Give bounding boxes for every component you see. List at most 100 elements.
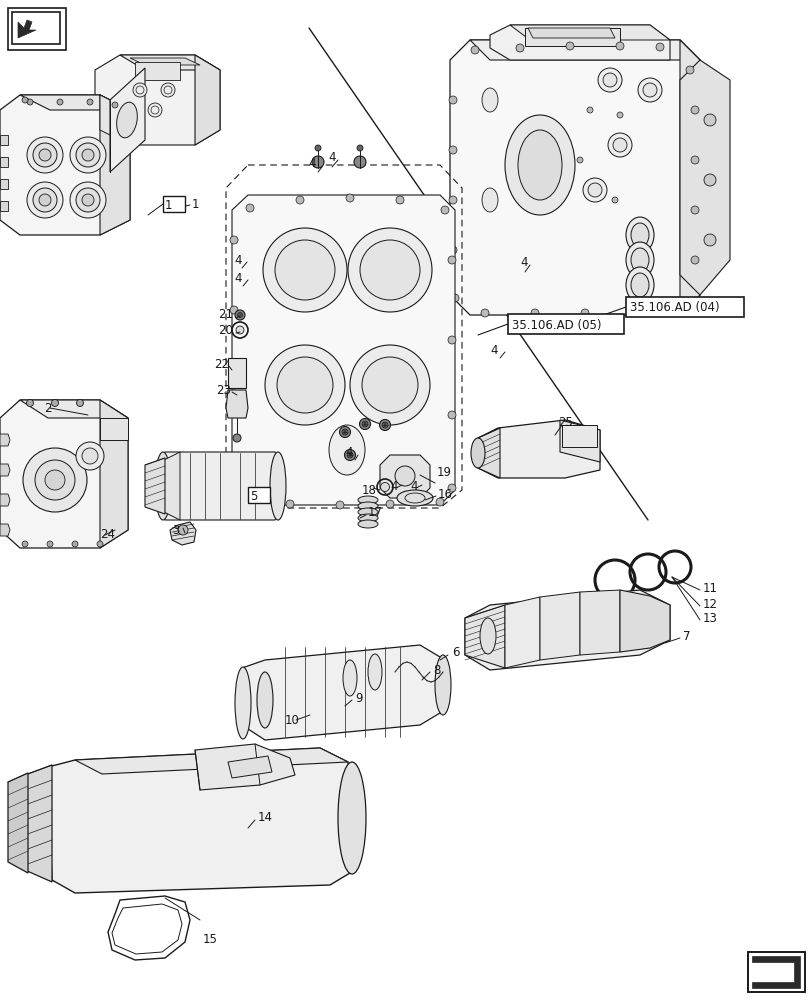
Circle shape (642, 83, 656, 97)
Ellipse shape (270, 452, 285, 520)
Bar (247, 487, 270, 503)
Circle shape (612, 138, 626, 152)
Circle shape (690, 206, 698, 214)
Text: 4: 4 (234, 271, 241, 284)
Circle shape (336, 501, 344, 509)
Ellipse shape (470, 438, 484, 468)
Circle shape (354, 156, 366, 168)
Polygon shape (478, 428, 500, 478)
Circle shape (345, 194, 354, 202)
Circle shape (379, 420, 390, 430)
Circle shape (380, 483, 389, 491)
Ellipse shape (337, 762, 366, 874)
Polygon shape (560, 420, 599, 462)
Circle shape (586, 107, 592, 113)
Circle shape (296, 196, 303, 204)
Polygon shape (465, 605, 504, 668)
Polygon shape (100, 400, 128, 548)
Text: 5: 5 (250, 489, 257, 502)
Ellipse shape (358, 502, 378, 510)
Polygon shape (75, 748, 348, 774)
Polygon shape (242, 645, 444, 740)
Circle shape (39, 149, 51, 161)
Text: 10: 10 (285, 713, 299, 726)
Circle shape (339, 426, 350, 438)
Polygon shape (195, 55, 220, 145)
Ellipse shape (234, 667, 251, 739)
Circle shape (23, 448, 87, 512)
Circle shape (33, 143, 57, 167)
Circle shape (22, 541, 28, 547)
Polygon shape (130, 58, 200, 65)
Ellipse shape (630, 273, 648, 297)
Circle shape (630, 308, 638, 316)
Text: 4: 4 (410, 481, 417, 493)
Circle shape (341, 429, 348, 435)
Text: 4: 4 (519, 255, 527, 268)
Bar (135, 62, 180, 80)
Circle shape (448, 484, 456, 492)
Polygon shape (465, 590, 669, 670)
Circle shape (47, 541, 53, 547)
Bar (747, 952, 804, 992)
Ellipse shape (482, 188, 497, 212)
Circle shape (234, 310, 245, 320)
Circle shape (133, 83, 147, 97)
Ellipse shape (479, 618, 496, 654)
Circle shape (51, 399, 58, 406)
Polygon shape (751, 956, 799, 988)
Text: 16: 16 (437, 488, 453, 500)
Polygon shape (100, 95, 130, 235)
Text: 19: 19 (436, 466, 452, 479)
Circle shape (381, 422, 388, 428)
Circle shape (597, 68, 621, 92)
Polygon shape (25, 765, 52, 882)
Polygon shape (109, 68, 145, 172)
Circle shape (436, 498, 444, 506)
Text: 8: 8 (432, 664, 440, 676)
Text: 35.106.AD (04): 35.106.AD (04) (629, 302, 719, 314)
Circle shape (359, 418, 370, 430)
Circle shape (346, 452, 353, 458)
Text: 4: 4 (389, 480, 397, 492)
Text: 2: 2 (44, 401, 51, 414)
Circle shape (35, 460, 75, 500)
Circle shape (82, 448, 98, 464)
Polygon shape (225, 390, 247, 418)
Polygon shape (160, 452, 180, 520)
Polygon shape (0, 464, 10, 476)
Circle shape (87, 99, 93, 105)
Ellipse shape (630, 248, 648, 272)
Bar (228, 358, 246, 388)
Circle shape (82, 194, 94, 206)
Polygon shape (489, 25, 669, 60)
Polygon shape (0, 157, 8, 167)
Circle shape (357, 145, 363, 151)
Polygon shape (0, 434, 10, 446)
Circle shape (448, 256, 456, 264)
Circle shape (515, 44, 523, 52)
Polygon shape (12, 12, 60, 44)
Ellipse shape (342, 660, 357, 696)
Bar (525, 28, 620, 46)
Circle shape (70, 137, 106, 173)
Ellipse shape (435, 655, 450, 715)
Circle shape (470, 46, 478, 54)
Text: 18: 18 (362, 484, 376, 496)
Text: 4: 4 (307, 157, 315, 170)
Ellipse shape (625, 217, 653, 253)
Circle shape (448, 196, 457, 204)
Circle shape (237, 312, 242, 318)
Ellipse shape (358, 508, 378, 516)
Ellipse shape (358, 496, 378, 504)
Polygon shape (20, 95, 130, 110)
Polygon shape (0, 494, 10, 506)
Circle shape (178, 525, 188, 535)
Circle shape (603, 73, 616, 87)
Text: 15: 15 (203, 933, 217, 946)
Polygon shape (20, 400, 128, 418)
Polygon shape (579, 590, 620, 655)
Circle shape (33, 188, 57, 212)
Circle shape (311, 156, 324, 168)
Polygon shape (0, 95, 130, 235)
